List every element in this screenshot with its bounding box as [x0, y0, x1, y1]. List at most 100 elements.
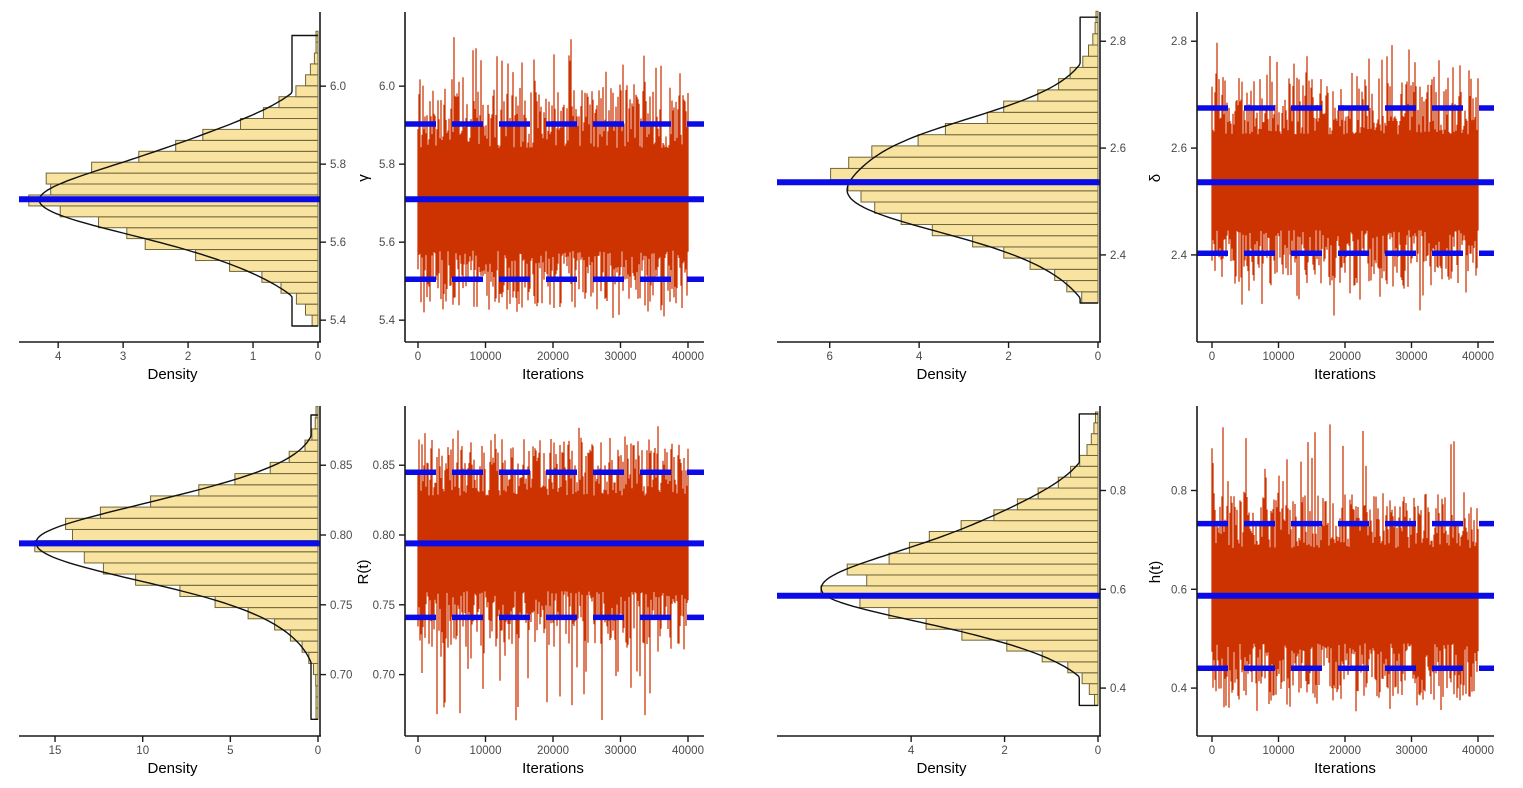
density-value-tick-label: 0.70 — [330, 670, 352, 682]
histogram-bar — [1094, 22, 1099, 35]
density-x-tick-label: 1 — [250, 351, 256, 363]
density-x-tick-label: 2 — [185, 351, 191, 363]
histogram-bar — [313, 662, 319, 676]
histogram-bar — [944, 123, 1099, 136]
histogram-bar — [138, 150, 319, 163]
trace-x-tick-label: 0 — [1209, 351, 1215, 363]
trace-x-tick-label: 20000 — [1329, 745, 1361, 757]
histogram-bar — [315, 696, 319, 709]
histogram-bar — [1082, 55, 1099, 68]
histogram-bars — [34, 406, 319, 720]
trace-y-tick-label: 5.6 — [379, 237, 395, 249]
trace-x-tick-label: 30000 — [605, 351, 637, 363]
rt-panel-pair: 15 10 5 0 0.70 0.75 0.80 0.85 Density 0 10000 20000… — [19, 406, 704, 777]
ht-panel-pair: 4 2 0 0.4 0.6 0.8 Density 0 10000 20000 30000 40000… — [777, 406, 1494, 777]
histogram-bar — [144, 238, 319, 251]
gamma-density-panel: 4 3 2 1 0 5.4 5.6 5.8 6.0 Density — [19, 12, 347, 383]
histogram-bar — [311, 314, 319, 327]
trace-x-tick-label: 10000 — [470, 351, 502, 363]
histogram-bar — [1054, 268, 1099, 282]
histogram-bar — [72, 528, 319, 542]
histogram-bar — [871, 145, 1099, 158]
density-value-tick-label: 0.6 — [1110, 584, 1126, 596]
histogram-bar — [1081, 672, 1099, 685]
histogram-bar — [175, 139, 319, 152]
histogram-bar — [1037, 487, 1099, 500]
trace-y-tick-label: 0.6 — [1171, 584, 1187, 596]
histogram-bars — [820, 411, 1099, 706]
histogram-bar — [1092, 33, 1099, 46]
density-x-tick-label: 15 — [49, 745, 62, 757]
density-x-tick-label: 10 — [136, 745, 149, 757]
histogram-bar — [311, 428, 319, 441]
histogram-bar — [1090, 433, 1099, 446]
histogram-bar — [1006, 639, 1099, 652]
histogram-bar — [1088, 683, 1099, 695]
histogram-bar — [866, 574, 1099, 587]
histogram-bar — [214, 595, 319, 609]
parameter-axis-title: R(t) — [355, 560, 372, 585]
histogram-bar — [315, 406, 319, 419]
histogram-bar — [928, 531, 1099, 543]
ht-density-panel: 4 2 0 0.4 0.6 0.8 Density — [777, 406, 1127, 777]
trace-x-tick-label: 40000 — [1462, 351, 1494, 363]
histogram-bar — [314, 417, 319, 430]
trace-x-tick-label: 10000 — [1263, 745, 1295, 757]
density-value-tick-label: 0.4 — [1110, 683, 1127, 695]
histogram-bar — [972, 235, 1099, 248]
trace-x-tick-label: 40000 — [1462, 745, 1494, 757]
density-curve — [35, 414, 318, 720]
density-x-tick-label: 0 — [315, 351, 321, 363]
histogram-bar — [309, 63, 319, 76]
trace-x-tick-label: 10000 — [470, 745, 502, 757]
trace-line — [417, 426, 689, 721]
density-curve — [846, 16, 1098, 304]
delta-trace-panel: 0 10000 20000 30000 40000 2.4 2.6 2.8 δ Iteration… — [1147, 12, 1494, 383]
density-axis-title: Density — [147, 760, 198, 777]
trace-x-tick-label: 30000 — [1396, 351, 1428, 363]
quadrant-delta: 6 4 2 0 2.4 2.6 2.8 Density 0 10000 20000 30000 4000… — [762, 0, 1523, 394]
trace-x-tick-label: 20000 — [1329, 351, 1361, 363]
density-x-tick-label: 5 — [227, 745, 233, 757]
density-x-tick-label: 2 — [1001, 745, 1007, 757]
trace-y-tick-label: 0.85 — [373, 460, 395, 472]
histogram-bar — [1016, 498, 1099, 511]
histogram-bars — [830, 10, 1099, 304]
histogram-bar — [830, 167, 1099, 181]
density-value-tick-label: 0.85 — [330, 460, 352, 472]
histogram-bars — [28, 30, 319, 327]
iterations-axis-title: Iterations — [522, 760, 584, 777]
parameter-axis-title: δ — [1147, 174, 1164, 182]
trace-x-tick-label: 30000 — [605, 745, 637, 757]
trace-y-tick-label: 0.70 — [373, 670, 395, 682]
histogram-bar — [917, 134, 1099, 147]
histogram-bar — [888, 552, 1099, 565]
trace-line — [417, 37, 689, 318]
density-curve — [38, 34, 318, 327]
density-axis-title: Density — [147, 366, 198, 383]
histogram-bar — [50, 183, 319, 196]
trace-y-tick-label: 2.6 — [1171, 143, 1187, 155]
histogram-bar — [295, 85, 319, 98]
histogram-bar — [315, 674, 319, 687]
density-value-tick-label: 2.8 — [1110, 36, 1126, 48]
quadrant-gamma: 4 3 2 1 0 5.4 5.6 5.8 6.0 Density 0 10000 20000 30000… — [0, 0, 762, 394]
trace-y-tick-label: 2.4 — [1171, 250, 1188, 262]
histogram-bar — [295, 292, 319, 305]
trace-x-tick-label: 0 — [415, 351, 421, 363]
trace-x-tick-label: 30000 — [1396, 745, 1428, 757]
histogram-bar — [908, 541, 1099, 554]
histogram-bar — [993, 509, 1099, 522]
density-x-tick-label: 0 — [315, 745, 321, 757]
histogram-bar — [848, 156, 1099, 169]
histogram-bar — [1058, 78, 1099, 91]
density-axis-title: Density — [916, 760, 967, 777]
iterations-axis-title: Iterations — [1314, 366, 1376, 383]
histogram-bar — [59, 205, 319, 218]
trace-x-tick-label: 20000 — [537, 745, 569, 757]
density-value-tick-label: 2.4 — [1110, 250, 1127, 262]
trace-x-tick-label: 40000 — [672, 351, 704, 363]
density-x-tick-label: 0 — [1095, 351, 1101, 363]
trace-x-tick-label: 10000 — [1263, 351, 1295, 363]
